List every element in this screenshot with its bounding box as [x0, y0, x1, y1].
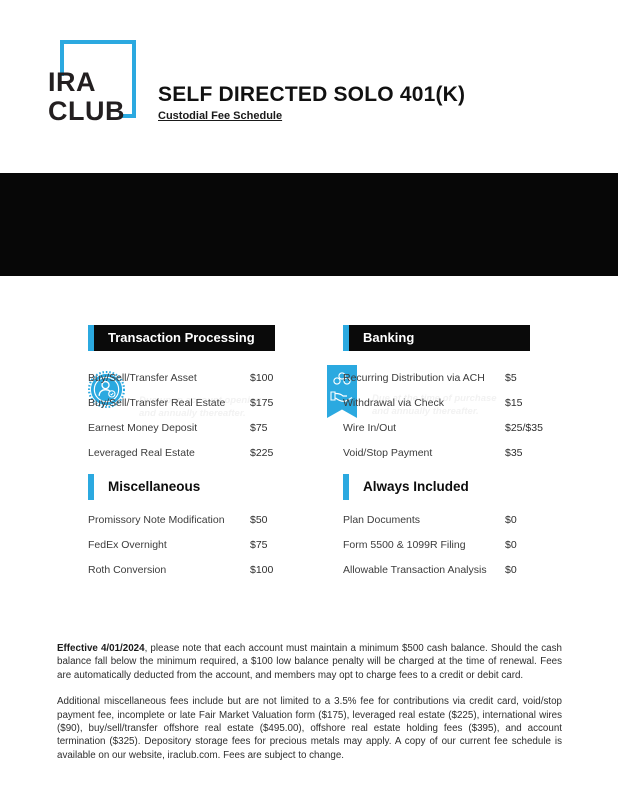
fee-label: Withdrawal via Check	[343, 396, 444, 409]
fee-label: Earnest Money Deposit	[88, 421, 198, 434]
fee-label: Plan Documents	[343, 513, 421, 526]
logo-line1: IRA	[48, 67, 96, 97]
fee-label: Recurring Distribution via ACH	[343, 371, 485, 384]
ira-club-logo: IRA CLUB	[48, 30, 158, 140]
per-holding-note-line2: and annually thereafter.	[372, 406, 479, 417]
fee-price: $175	[250, 396, 274, 409]
logo-square-icon	[60, 40, 136, 118]
right-fee-column: Banking Recurring Distribution via ACH $…	[343, 325, 558, 582]
effective-date-text: , please note that each account must mai…	[57, 643, 562, 681]
fee-price: $25/$35	[505, 421, 543, 434]
fee-label: Roth Conversion	[88, 563, 167, 576]
banking-rows: Recurring Distribution via ACH $5 Withdr…	[343, 365, 558, 465]
fee-label: Form 5500 & 1099R Filing	[343, 538, 466, 551]
fee-label: FedEx Overnight	[88, 538, 167, 551]
section-header-always-included: Always Included	[343, 474, 530, 500]
membership-note-line1: Due upon account opening	[139, 395, 262, 406]
member-badge-icon	[88, 371, 125, 408]
fee-label: Buy/Sell/Transfer Real Estate	[88, 396, 226, 409]
fee-price: $35	[505, 446, 523, 459]
fee-price: $0	[505, 563, 517, 576]
fee-label: Void/Stop Payment	[343, 446, 433, 459]
fee-price: $100	[250, 563, 274, 576]
fee-row: Promissory Note Modification $50	[88, 507, 303, 532]
fee-row: Recurring Distribution via ACH $5	[343, 365, 558, 390]
fee-row: Leveraged Real Estate $225	[88, 440, 303, 465]
fee-label: Buy/Sell/Transfer Asset	[88, 371, 197, 384]
fee-row: FedEx Overnight $75	[88, 532, 303, 557]
fee-label: Leveraged Real Estate	[88, 446, 195, 459]
per-holding-note-line1: Due at the time of purchase	[372, 393, 497, 404]
fee-price: $50	[250, 513, 268, 526]
section-header-miscellaneous: Miscellaneous	[88, 474, 275, 500]
fee-label: Wire In/Out	[343, 421, 397, 434]
effective-date: Effective 4/01/2024	[57, 643, 145, 654]
left-fee-column: Transaction Processing Buy/Sell/Transfer…	[88, 325, 303, 582]
effective-date-paragraph: Effective 4/01/2024, please note that ea…	[57, 642, 562, 682]
always-included-rows: Plan Documents $0 Form 5500 & 1099R Fili…	[343, 507, 558, 582]
fee-price: $15	[505, 396, 523, 409]
logo-text: IRA CLUB	[48, 68, 125, 126]
fee-row: Allowable Transaction Analysis $0	[343, 557, 558, 582]
section-header-transaction-processing: Transaction Processing	[88, 325, 275, 351]
fee-price: $0	[505, 538, 517, 551]
fee-label: Allowable Transaction Analysis	[343, 563, 487, 576]
page-subtitle: Custodial Fee Schedule	[158, 110, 283, 122]
fee-row: Buy/Sell/Transfer Asset $100	[88, 365, 303, 390]
hand-coins-ribbon-icon	[327, 365, 357, 418]
fee-label: Promissory Note Modification	[88, 513, 225, 526]
fee-price: $75	[250, 421, 268, 434]
fee-row: Void/Stop Payment $35	[343, 440, 558, 465]
transaction-rows: Buy/Sell/Transfer Asset $100 Buy/Sell/Tr…	[88, 365, 303, 465]
per-holding-note: Due at the time of purchase and annually…	[372, 392, 497, 418]
fine-print: Effective 4/01/2024, please note that ea…	[57, 642, 562, 775]
section-header-banking: Banking	[343, 325, 530, 351]
logo-line2: CLUB	[48, 96, 125, 126]
fee-row: Form 5500 & 1099R Filing $0	[343, 532, 558, 557]
fee-price: $100	[250, 371, 274, 384]
fee-price: $0	[505, 513, 517, 526]
per-holding-title: Per Holding $195	[371, 365, 537, 387]
membership-note-line2: and annually thereafter.	[139, 408, 246, 419]
fee-price: $75	[250, 538, 268, 551]
fee-row: Wire In/Out $25/$35	[343, 415, 558, 440]
miscellaneous-rows: Promissory Note Modification $50 FedEx O…	[88, 507, 303, 582]
membership-title: Membership $395	[138, 368, 309, 390]
fee-row: Buy/Sell/Transfer Real Estate $175	[88, 390, 303, 415]
fee-price: $5	[505, 371, 517, 384]
membership-note: Due upon account opening and annually th…	[139, 394, 261, 420]
pricing-banner: Membership $395 Due upon account opening…	[0, 173, 618, 419]
fee-row: Withdrawal via Check $15	[343, 390, 558, 415]
fee-price: $225	[250, 446, 274, 459]
fee-row: Plan Documents $0	[343, 507, 558, 532]
fee-row: Earnest Money Deposit $75	[88, 415, 303, 440]
fee-row: Roth Conversion $100	[88, 557, 303, 582]
additional-fees-paragraph: Additional miscellaneous fees include bu…	[57, 696, 562, 761]
page-title: SELF DIRECTED SOLO 401(K)	[158, 83, 466, 106]
